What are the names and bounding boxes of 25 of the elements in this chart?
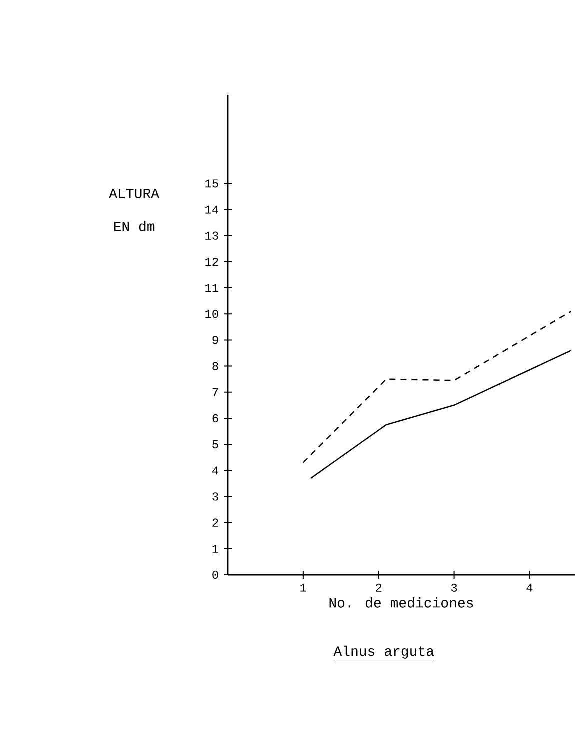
y-tick-label: 3 [212,492,218,501]
x-tick-label: 1 [300,584,306,592]
y-tick-label: 15 [206,180,218,188]
line-series [302,310,572,464]
x-axis-title: No. de mediciones [330,598,474,608]
y-tick-label: 5 [212,440,218,449]
y-tick-label: 2 [212,518,218,527]
line-series [310,350,572,480]
y-tick-label: 8 [212,362,218,370]
x-tick-label: 3 [451,584,458,592]
x-tick-label: 4 [526,584,533,592]
y-tick-label: 13 [206,232,218,240]
y-tick-label: 1 [212,544,219,553]
y-tick-label: 10 [206,310,218,318]
y-tick-label: 4 [212,466,219,475]
y-tick-label: 0 [212,570,218,580]
y-tick-label: 6 [212,414,218,423]
x-tick-label: 2 [376,584,382,592]
y-tick-label: 14 [206,206,219,214]
y-tick-label: 9 [212,336,218,344]
text: Alnus arguta [334,646,434,659]
y-tick-label: 11 [206,284,219,292]
text: ALTURA EN dm [109,189,160,232]
y-tick-label: 7 [212,388,218,396]
y-tick-label: 12 [206,258,218,266]
